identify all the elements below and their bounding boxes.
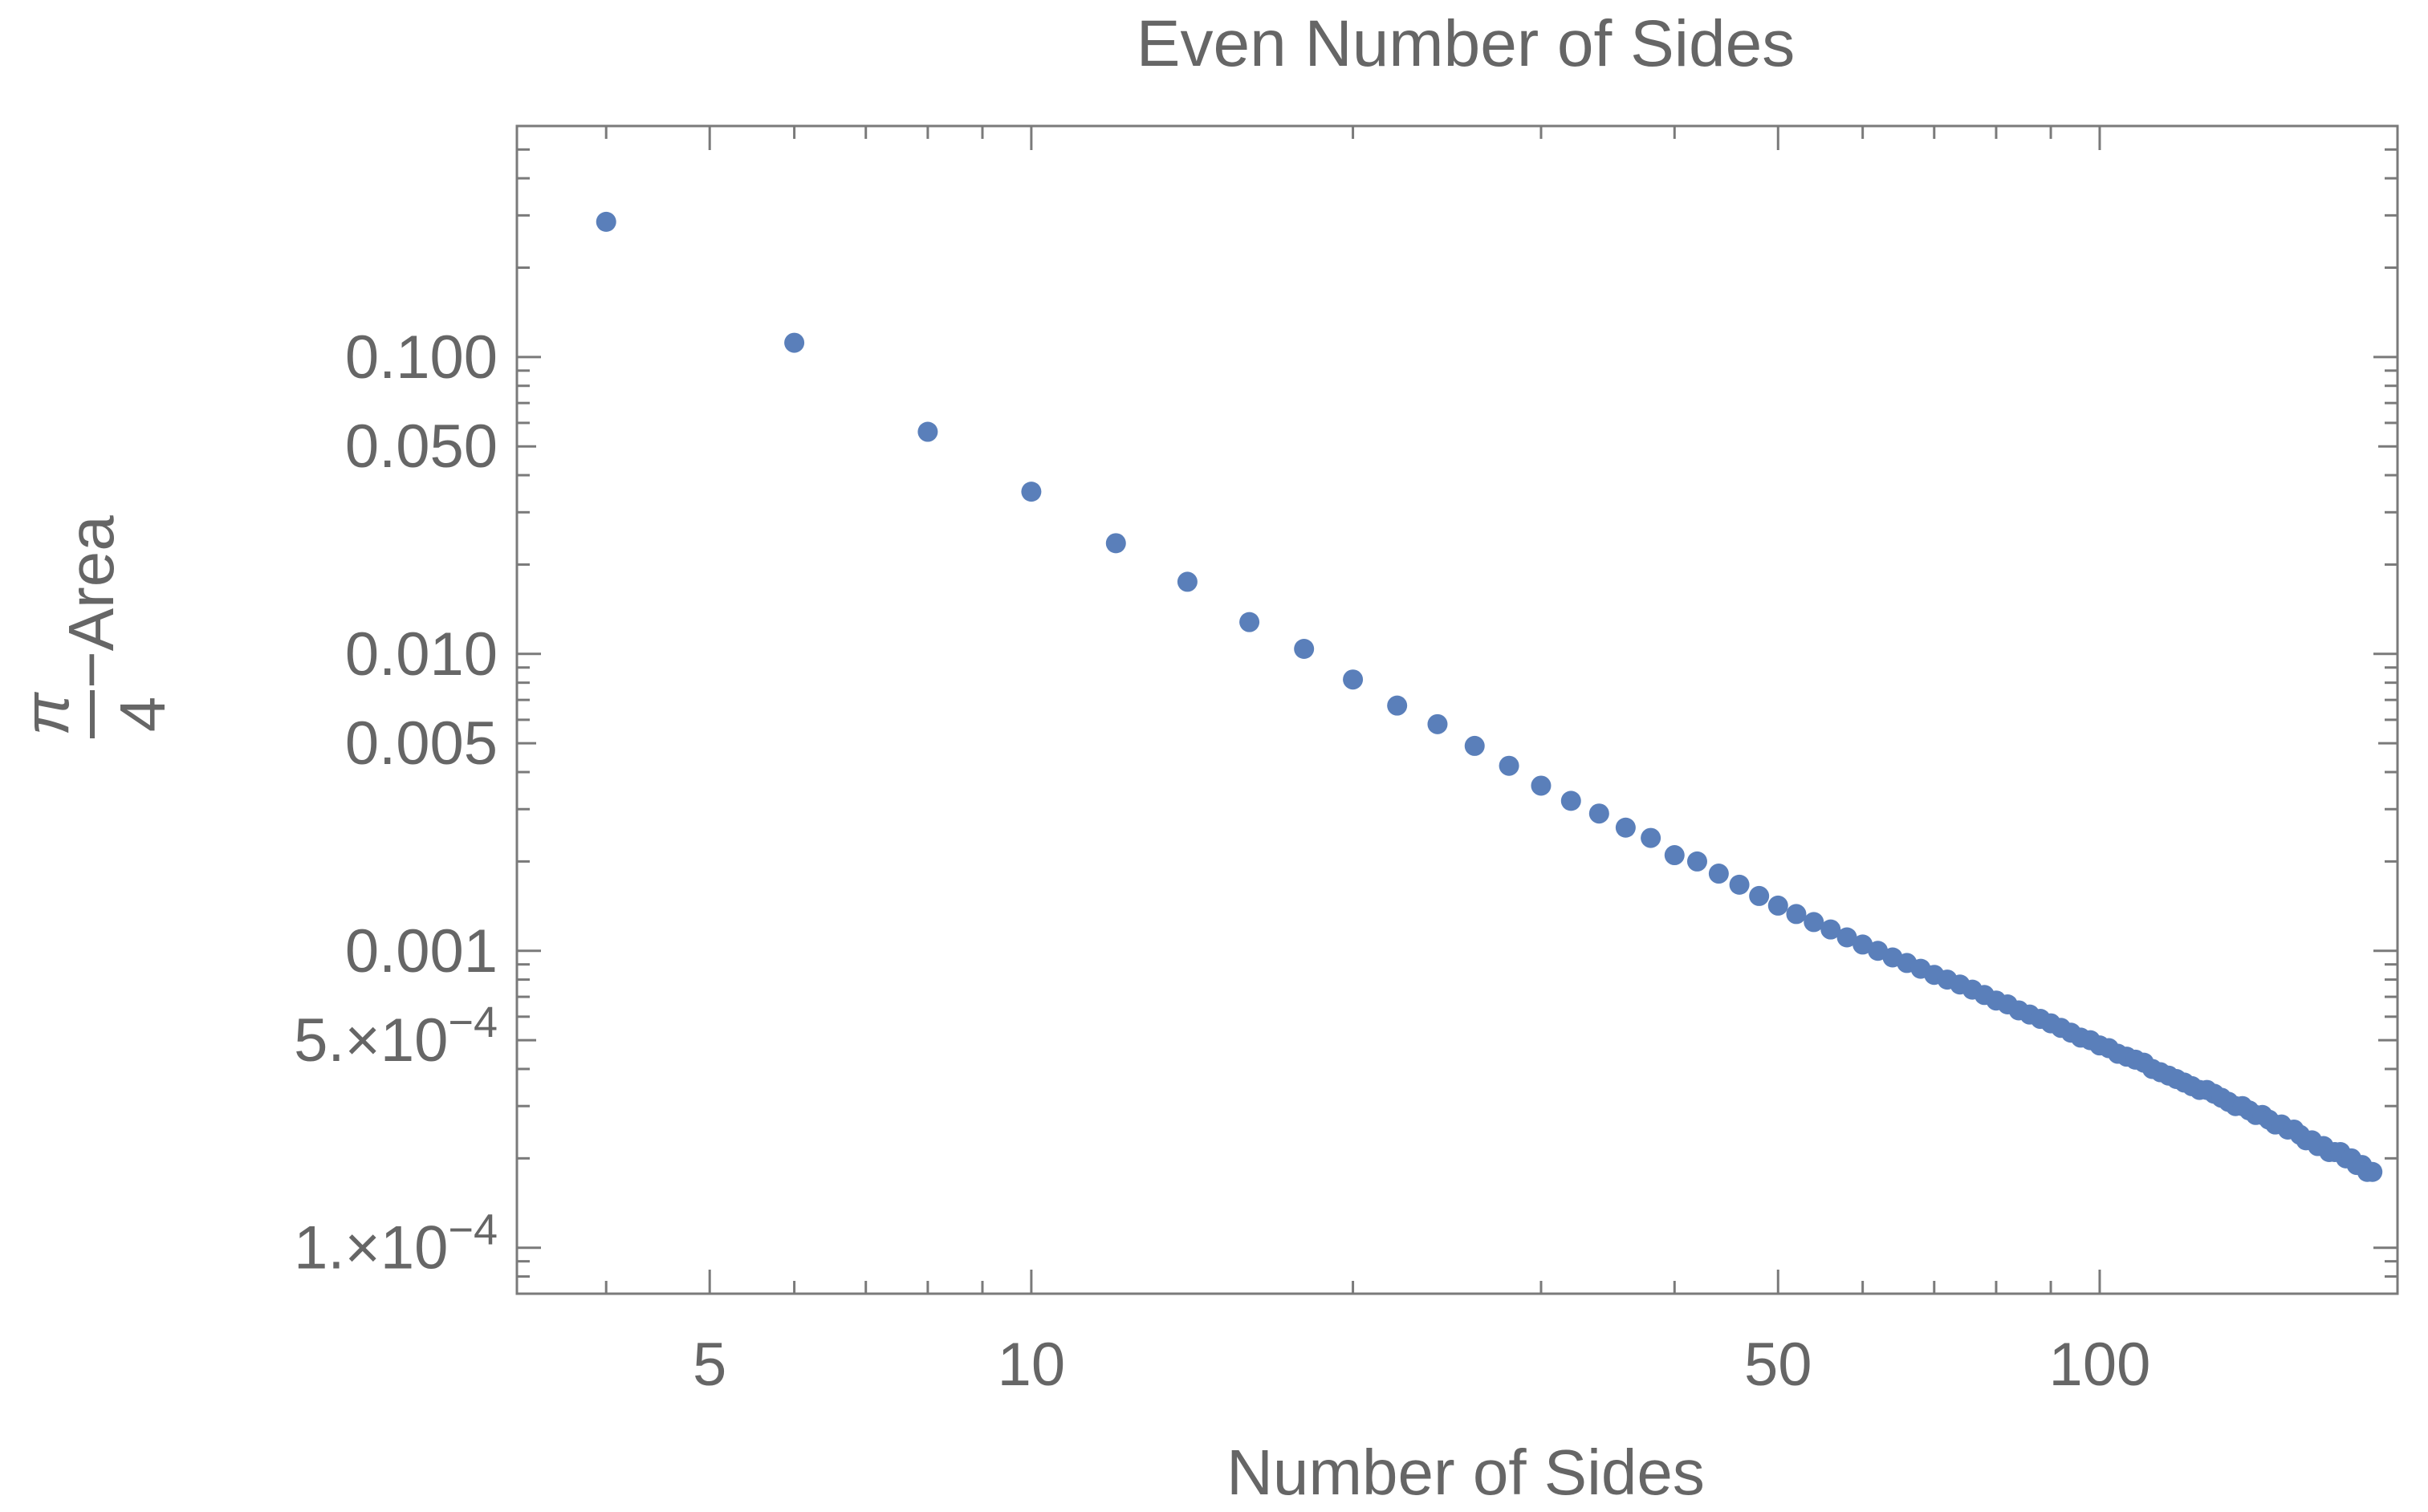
data-point bbox=[1588, 803, 1609, 824]
data-point bbox=[1560, 791, 1581, 811]
data-point bbox=[1786, 904, 1807, 925]
x-axis-ticks bbox=[604, 126, 2101, 1294]
data-point bbox=[1343, 669, 1364, 690]
y-tick-label: 0.050 bbox=[345, 413, 498, 481]
x-tick-label: 100 bbox=[2049, 1331, 2151, 1399]
data-point bbox=[1804, 912, 1824, 933]
y-tick-label: 0.001 bbox=[345, 917, 498, 986]
y-tick-label: 1.×10−4 bbox=[294, 1206, 498, 1282]
data-point bbox=[1177, 571, 1198, 592]
x-tick-label: 5 bbox=[693, 1331, 726, 1399]
scatter-series bbox=[596, 211, 2383, 1182]
x-axis-label: Number of Sides bbox=[1226, 1437, 1705, 1508]
data-point bbox=[1836, 927, 1857, 948]
data-point bbox=[1749, 885, 1770, 906]
data-point bbox=[1615, 817, 1636, 838]
chart-title: Even Number of Sides bbox=[1137, 7, 1795, 80]
y-tick-label: 0.100 bbox=[345, 323, 498, 392]
y-axis-tick-labels: 0.100 0.050 0.010 0.005 0.001 5.×10−4 1.×10−4 bbox=[294, 323, 498, 1282]
data-point bbox=[1853, 934, 1873, 955]
data-point bbox=[1387, 695, 1408, 716]
y-tick-label: 0.005 bbox=[345, 709, 498, 778]
y-axis-label-suffix: −Area bbox=[55, 515, 127, 689]
data-point bbox=[784, 332, 805, 353]
x-axis-tick-labels: 5 10 50 100 bbox=[693, 1331, 2150, 1399]
y-axis-label-numerator: π bbox=[10, 692, 82, 736]
data-point bbox=[2362, 1161, 2383, 1182]
data-point bbox=[1686, 851, 1707, 872]
data-point bbox=[1021, 482, 1042, 502]
plot-frame bbox=[515, 124, 2399, 1295]
data-point bbox=[1294, 639, 1315, 660]
x-tick-label: 10 bbox=[998, 1331, 1066, 1399]
data-point bbox=[1105, 533, 1126, 554]
data-point bbox=[1729, 874, 1750, 895]
data-point bbox=[1820, 919, 1841, 940]
data-point bbox=[1427, 713, 1448, 734]
y-tick-label: 0.010 bbox=[345, 620, 498, 689]
data-point bbox=[917, 421, 938, 442]
y-tick-label: 5.×10−4 bbox=[294, 998, 498, 1075]
data-point bbox=[596, 211, 616, 232]
data-point bbox=[1767, 895, 1788, 916]
data-point bbox=[1641, 827, 1661, 848]
y-axis-ticks bbox=[517, 148, 2397, 1295]
data-point bbox=[1499, 755, 1519, 776]
data-point bbox=[1464, 735, 1485, 756]
data-point bbox=[1708, 864, 1729, 884]
data-point bbox=[1531, 775, 1552, 796]
y-axis-label-denominator: 4 bbox=[107, 697, 178, 733]
y-axis-label: π −Area 4 bbox=[10, 515, 178, 738]
data-point bbox=[1239, 612, 1260, 632]
x-tick-label: 50 bbox=[1744, 1331, 1812, 1399]
data-point bbox=[1664, 845, 1685, 866]
